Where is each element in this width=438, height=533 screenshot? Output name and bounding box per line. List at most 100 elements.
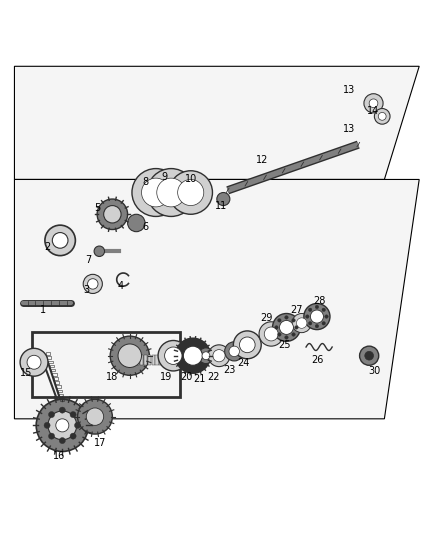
Bar — [48, 360, 53, 363]
Circle shape — [275, 326, 278, 329]
Bar — [179, 356, 182, 365]
Circle shape — [259, 322, 283, 346]
Text: 22: 22 — [208, 373, 220, 383]
Text: 29: 29 — [261, 313, 273, 323]
Text: 12: 12 — [255, 155, 268, 165]
Circle shape — [322, 308, 325, 311]
Ellipse shape — [147, 168, 195, 216]
Circle shape — [184, 346, 202, 365]
Circle shape — [118, 344, 141, 367]
Ellipse shape — [141, 178, 170, 207]
Circle shape — [165, 347, 182, 365]
Circle shape — [272, 313, 300, 341]
Text: 28: 28 — [313, 296, 325, 306]
Circle shape — [213, 350, 225, 362]
Bar — [144, 356, 147, 365]
Circle shape — [295, 326, 298, 329]
Bar — [60, 398, 64, 400]
Text: 11: 11 — [215, 200, 227, 211]
Circle shape — [229, 346, 240, 357]
Bar — [59, 394, 63, 397]
Circle shape — [369, 99, 378, 108]
Circle shape — [292, 333, 295, 336]
Circle shape — [52, 232, 68, 248]
Circle shape — [45, 225, 75, 256]
Polygon shape — [14, 66, 419, 180]
Text: 5: 5 — [94, 203, 100, 213]
Text: 25: 25 — [278, 340, 290, 350]
Circle shape — [225, 342, 244, 361]
Circle shape — [360, 346, 379, 365]
Circle shape — [374, 109, 390, 124]
Circle shape — [86, 408, 104, 425]
Circle shape — [158, 341, 188, 371]
Bar — [175, 356, 178, 365]
Bar — [167, 356, 170, 365]
Circle shape — [198, 348, 214, 364]
Circle shape — [70, 411, 76, 418]
Text: 14: 14 — [367, 106, 380, 116]
Circle shape — [83, 274, 102, 294]
Circle shape — [233, 331, 261, 359]
Bar — [132, 356, 135, 365]
Bar — [51, 369, 55, 372]
Circle shape — [208, 345, 230, 367]
Circle shape — [36, 399, 88, 451]
Text: 19: 19 — [160, 373, 172, 383]
Text: 15: 15 — [21, 368, 33, 378]
Circle shape — [365, 351, 374, 360]
Bar — [187, 356, 190, 365]
Ellipse shape — [132, 168, 180, 216]
Circle shape — [202, 352, 210, 360]
Circle shape — [279, 320, 293, 334]
Circle shape — [49, 433, 55, 439]
Ellipse shape — [157, 178, 185, 207]
Bar — [171, 356, 174, 365]
Text: 24: 24 — [238, 358, 250, 368]
Circle shape — [74, 422, 81, 429]
Circle shape — [364, 94, 383, 113]
Bar — [49, 365, 54, 367]
Ellipse shape — [217, 192, 230, 206]
Circle shape — [49, 411, 55, 418]
Circle shape — [110, 336, 149, 375]
Circle shape — [78, 399, 113, 434]
Circle shape — [315, 325, 319, 328]
Circle shape — [70, 433, 76, 439]
Text: 4: 4 — [118, 281, 124, 291]
Text: 10: 10 — [184, 174, 197, 184]
Text: 16: 16 — [53, 451, 65, 461]
Circle shape — [306, 315, 309, 318]
Bar — [163, 356, 166, 365]
Circle shape — [20, 349, 48, 376]
Circle shape — [322, 321, 325, 325]
Circle shape — [264, 327, 278, 341]
Bar — [140, 356, 143, 365]
Bar — [148, 356, 151, 365]
Circle shape — [27, 356, 41, 369]
Text: 18: 18 — [106, 373, 119, 383]
Circle shape — [278, 333, 281, 336]
Bar — [46, 352, 50, 355]
Text: 26: 26 — [311, 355, 324, 365]
Bar — [136, 356, 139, 365]
Circle shape — [176, 338, 210, 373]
Ellipse shape — [127, 214, 145, 232]
Circle shape — [308, 308, 312, 311]
Circle shape — [315, 305, 319, 309]
Text: 23: 23 — [223, 365, 235, 375]
Circle shape — [308, 321, 312, 325]
Text: 2: 2 — [44, 242, 50, 252]
Circle shape — [285, 316, 288, 319]
Bar — [47, 357, 51, 359]
Bar — [56, 385, 60, 388]
Circle shape — [56, 419, 69, 432]
Text: 8: 8 — [142, 176, 148, 187]
Ellipse shape — [97, 199, 127, 230]
Circle shape — [94, 246, 105, 256]
Bar — [53, 377, 58, 380]
Circle shape — [297, 318, 307, 328]
Circle shape — [48, 411, 77, 440]
Bar — [155, 356, 159, 365]
Circle shape — [325, 315, 328, 318]
